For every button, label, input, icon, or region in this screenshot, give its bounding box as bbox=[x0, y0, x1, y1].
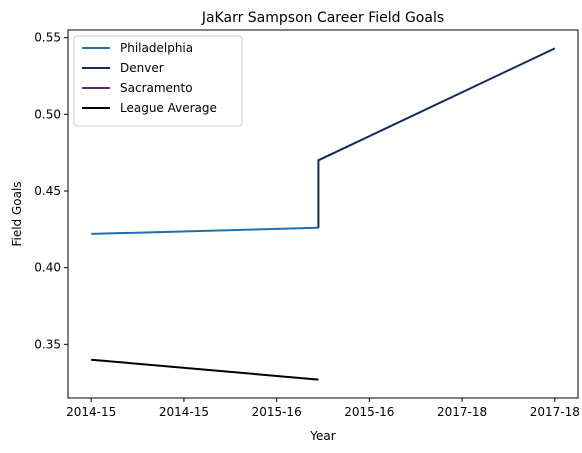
x-axis-label: Year bbox=[309, 429, 335, 443]
plot-frame bbox=[67, 29, 579, 399]
y-axis: 0.35 0.40 0.45 0.50 0.55 bbox=[34, 31, 68, 351]
x-tick-label: 2017-18 bbox=[530, 405, 580, 419]
chart-title: JaKarr Sampson Career Field Goals bbox=[201, 10, 444, 26]
y-tick-label: 0.45 bbox=[34, 184, 61, 198]
x-tick-label: 2017-18 bbox=[437, 405, 487, 419]
legend-label: Denver bbox=[120, 61, 164, 75]
y-axis-label: Field Goals bbox=[10, 181, 24, 246]
y-tick-label: 0.55 bbox=[34, 31, 61, 45]
legend-label: League Average bbox=[120, 101, 217, 115]
x-tick-label: 2014-15 bbox=[159, 405, 209, 419]
x-tick-label: 2015-16 bbox=[252, 405, 302, 419]
x-tick-label: 2015-16 bbox=[344, 405, 394, 419]
series-line-philadelphia bbox=[91, 226, 319, 235]
legend: Philadelphia Denver Sacramento League Avera… bbox=[73, 35, 243, 127]
legend-label: Philadelphia bbox=[120, 41, 193, 55]
plot-area bbox=[91, 47, 556, 381]
y-tick-label: 0.40 bbox=[34, 261, 61, 275]
series-line-league-average bbox=[91, 358, 319, 381]
legend-label: Sacramento bbox=[120, 81, 193, 95]
series-line-denver bbox=[317, 47, 556, 228]
y-tick-label: 0.50 bbox=[34, 107, 61, 121]
y-tick-label: 0.35 bbox=[34, 337, 61, 351]
x-axis: 2014-15 2014-15 2015-16 2015-16 2017-18 2017-… bbox=[66, 398, 580, 419]
x-tick-label: 2014-15 bbox=[66, 405, 116, 419]
legend-box bbox=[73, 35, 243, 127]
